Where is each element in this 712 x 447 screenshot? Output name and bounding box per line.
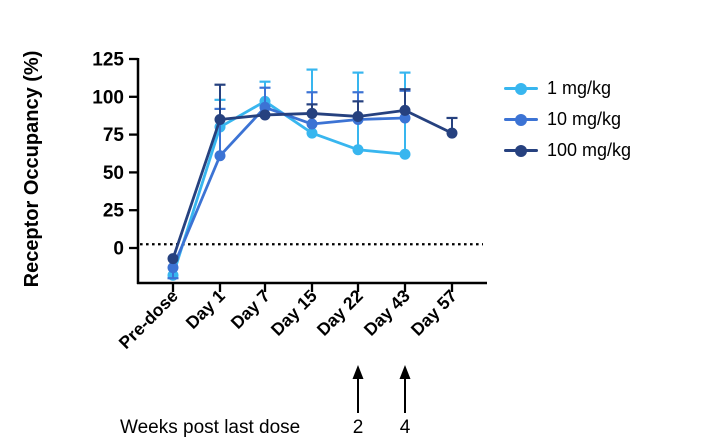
data-point — [306, 118, 318, 130]
data-point — [399, 148, 411, 160]
y-tick-label: 50 — [103, 163, 124, 184]
data-point — [214, 113, 226, 125]
dose-arrow-head — [399, 365, 411, 379]
series-line — [171, 99, 406, 276]
legend-item-10-mg-kg: 10 mg/kg — [504, 104, 631, 135]
data-point — [214, 150, 226, 162]
arrow-week-label: 2 — [353, 417, 364, 438]
legend-label: 1 mg/kg — [547, 78, 612, 98]
arrow-week-label: 4 — [400, 417, 411, 438]
data-point — [446, 127, 458, 139]
y-tick-label: 75 — [103, 125, 125, 146]
series-10-mg-kg — [167, 86, 411, 280]
data-point — [306, 107, 318, 119]
y-tick-label: 100 — [92, 87, 124, 108]
data-point — [259, 109, 271, 121]
dose-arrow-annotation: 2 — [352, 365, 364, 438]
legend-series-marker-icon — [504, 113, 538, 127]
x-tick-label: Day 22 — [313, 286, 367, 340]
x-tick-label: Day 15 — [267, 286, 321, 340]
y-tick-label: 25 — [103, 201, 125, 222]
data-point — [167, 262, 179, 274]
y-axis-title: Receptor Occupancy (%) — [21, 50, 43, 288]
legend-dot — [515, 113, 527, 126]
legend-label: 100 mg/kg — [547, 140, 632, 160]
data-point — [352, 144, 364, 156]
series-line — [171, 105, 406, 269]
dose-arrow-head — [352, 365, 364, 379]
legend: 1 mg/kg 10 mg/kg 100 mg/kg — [504, 73, 631, 166]
x-tick-label: Day 57 — [407, 286, 461, 340]
data-point — [352, 110, 364, 122]
y-tick-label: 0 — [113, 239, 124, 260]
data-point — [399, 104, 411, 116]
legend-dot — [515, 82, 527, 95]
legend-item-100-mg-kg: 100 mg/kg — [504, 135, 631, 166]
x-tick-label: Day 43 — [360, 286, 414, 340]
data-point — [399, 112, 411, 124]
x-tick-label: Day 1 — [182, 286, 229, 333]
legend-label: 10 mg/kg — [547, 109, 622, 129]
data-point — [167, 253, 179, 265]
data-point — [306, 127, 318, 139]
legend-series-marker-icon — [504, 144, 538, 158]
y-tick-label: 125 — [92, 50, 124, 71]
series-1-mg-kg — [167, 68, 411, 281]
x-tick-label: Pre-dose — [115, 285, 182, 352]
series-100-mg-kg — [167, 83, 458, 265]
dose-arrow-annotation: 4 — [399, 365, 411, 438]
data-point — [259, 101, 271, 113]
legend-item-1-mg-kg: 1 mg/kg — [504, 73, 631, 104]
legend-series-marker-icon — [504, 82, 538, 96]
weeks-post-last-dose-caption: Weeks post last dose — [120, 417, 301, 438]
legend-dot — [515, 144, 527, 157]
